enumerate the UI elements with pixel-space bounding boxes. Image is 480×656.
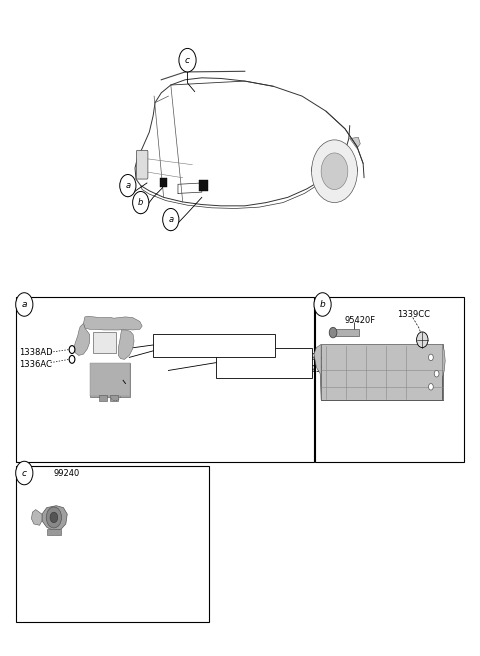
Polygon shape <box>314 344 321 400</box>
Polygon shape <box>443 344 445 400</box>
Bar <box>160 178 168 187</box>
Bar <box>93 332 116 353</box>
Circle shape <box>46 507 61 528</box>
Circle shape <box>16 461 33 485</box>
Bar <box>216 348 312 378</box>
Text: b: b <box>138 198 144 207</box>
Text: 99240: 99240 <box>54 468 80 478</box>
Bar <box>16 297 314 462</box>
Circle shape <box>321 153 348 190</box>
FancyBboxPatch shape <box>90 363 130 397</box>
Circle shape <box>132 192 149 214</box>
Circle shape <box>434 371 439 377</box>
Circle shape <box>69 356 75 363</box>
Text: 1339CC: 1339CC <box>397 310 431 319</box>
Circle shape <box>163 209 179 231</box>
Bar <box>47 529 61 535</box>
Text: 1338AD
1336AC: 1338AD 1336AC <box>20 348 53 369</box>
Polygon shape <box>350 137 360 148</box>
Circle shape <box>69 346 75 354</box>
Circle shape <box>312 140 358 203</box>
Bar <box>110 395 118 401</box>
Circle shape <box>429 384 433 390</box>
Bar <box>153 334 275 357</box>
Circle shape <box>429 354 433 361</box>
Circle shape <box>120 174 136 197</box>
FancyBboxPatch shape <box>321 344 443 400</box>
Circle shape <box>417 332 428 348</box>
Bar <box>16 466 209 622</box>
Circle shape <box>329 327 337 338</box>
Polygon shape <box>118 330 134 359</box>
Circle shape <box>16 293 33 316</box>
Polygon shape <box>32 510 42 525</box>
FancyBboxPatch shape <box>90 363 130 396</box>
Circle shape <box>314 293 331 316</box>
Text: c: c <box>185 56 190 65</box>
Text: 99140B
99150A: 99140B 99150A <box>305 353 337 374</box>
Text: a: a <box>22 300 27 309</box>
Text: 99145
99155: 99145 99155 <box>156 336 183 357</box>
FancyBboxPatch shape <box>136 150 148 179</box>
Polygon shape <box>84 316 142 330</box>
Text: b: b <box>320 300 325 309</box>
Polygon shape <box>42 506 67 531</box>
Bar <box>331 329 360 337</box>
Polygon shape <box>74 323 90 356</box>
Text: 95420F: 95420F <box>345 316 376 325</box>
Circle shape <box>179 49 196 72</box>
Text: a: a <box>168 215 173 224</box>
Text: c: c <box>22 468 27 478</box>
Circle shape <box>50 512 58 523</box>
Bar <box>199 180 208 191</box>
Text: a: a <box>125 181 131 190</box>
Bar <box>315 297 464 462</box>
Bar <box>99 395 107 401</box>
